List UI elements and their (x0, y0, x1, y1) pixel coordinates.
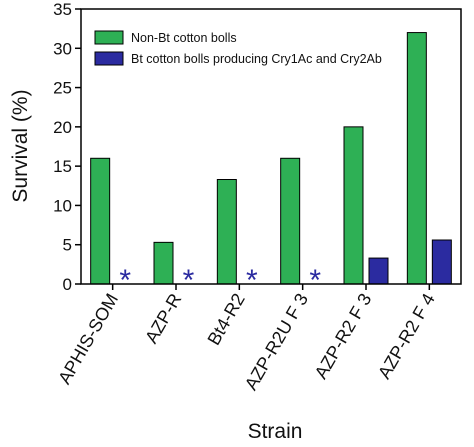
legend-label-bt: Bt cotton bolls producing Cry1Ac and Cry… (131, 52, 382, 66)
plot-frame (80, 8, 462, 285)
bar-non-bt (280, 157, 301, 285)
legend: Non-Bt cotton bolls Bt cotton bolls prod… (94, 30, 382, 66)
x-tick-label: AZP-R2 F 4 (374, 290, 439, 382)
bar-non-bt (216, 179, 237, 285)
y-tick-label: 10 (53, 196, 72, 215)
x-tick-label: AZP-R (141, 290, 185, 347)
bar-bt (431, 239, 452, 285)
zero-survival-marker: * (309, 264, 321, 297)
y-axis-title: Survival (%) (9, 89, 32, 202)
y-tick-label: 20 (53, 118, 72, 137)
y-tick-label: 35 (53, 0, 72, 19)
legend-swatch-non-bt (94, 30, 124, 45)
y-tick-label: 25 (53, 79, 72, 98)
x-tick-label: AZP-R2U F 3 (241, 290, 312, 394)
bar-non-bt (343, 126, 364, 285)
y-tick-label: 5 (63, 236, 72, 255)
x-tick-label: AZP-R2 F 3 (311, 290, 376, 382)
bar-non-bt (406, 32, 427, 285)
bar-non-bt (153, 241, 174, 285)
zero-survival-marker: * (246, 264, 258, 297)
x-tick-label: APHIS-SOM (54, 290, 122, 387)
legend-swatch-bt (94, 51, 124, 66)
bar-bt (368, 257, 389, 285)
y-ticks: 0 5 10 15 20 25 30 35 (53, 0, 81, 294)
zero-survival-marker: * (119, 264, 131, 297)
legend-label-non-bt: Non-Bt cotton bolls (131, 31, 237, 45)
y-tick-label: 30 (53, 39, 72, 58)
y-tick-label: 0 (63, 275, 72, 294)
zero-survival-marker: * (183, 264, 195, 297)
bar-non-bt (90, 157, 111, 285)
x-tick-label: Bt4-R2 (203, 290, 248, 349)
y-tick-label: 15 (53, 157, 72, 176)
x-axis-title: Strain (248, 420, 303, 443)
bars: * * * * (90, 32, 452, 297)
